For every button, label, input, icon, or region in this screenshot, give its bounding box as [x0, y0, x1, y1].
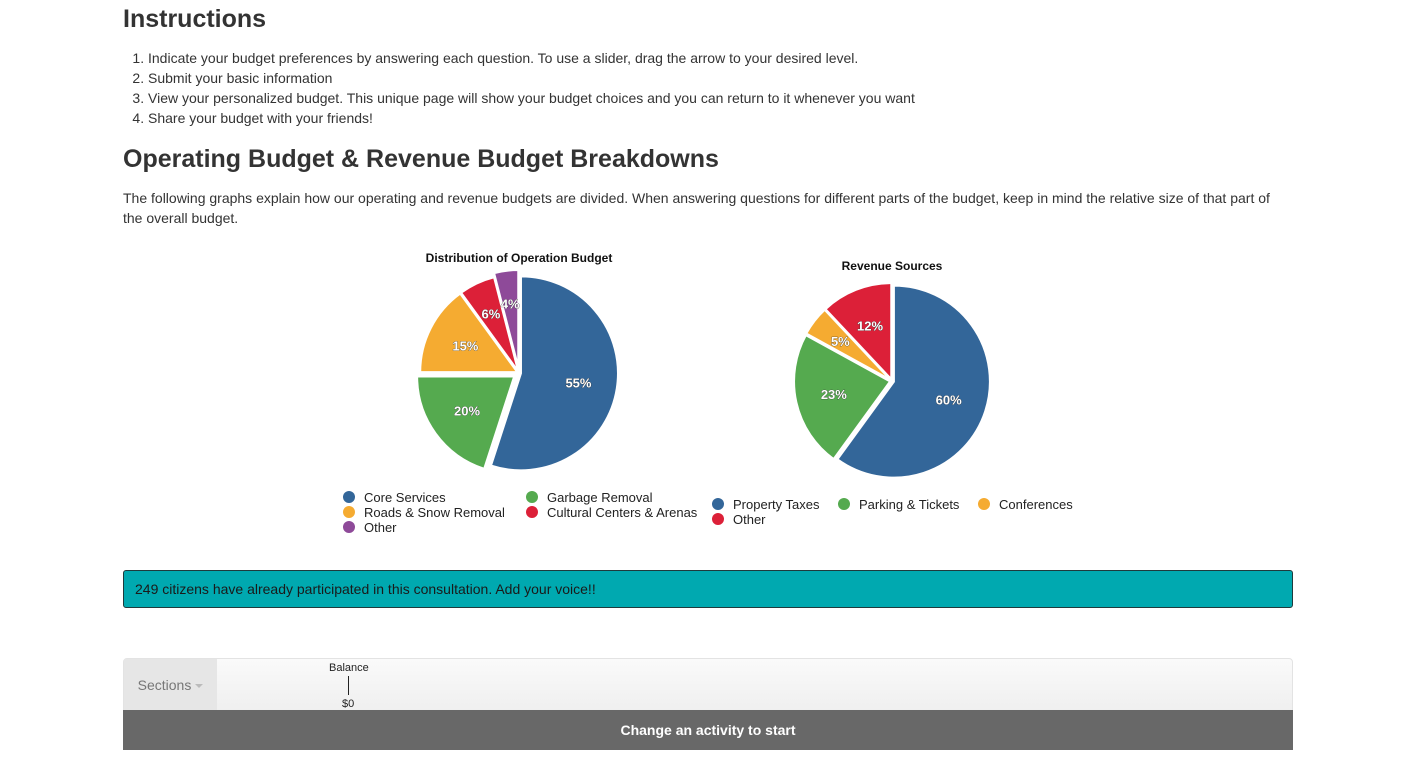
pie-data-label: 6%: [481, 306, 500, 321]
pie-data-label: 15%: [452, 339, 478, 354]
legend-dot-icon: [712, 513, 724, 525]
legend-label: Other: [364, 520, 397, 535]
pie-operating: 55% 20% 15% 6%4%: [416, 269, 619, 472]
pie-slice-cultural-centers-and-arenas: [459, 276, 520, 372]
legend-label: Roads & Snow Removal: [364, 505, 505, 520]
legend-label: Core Services: [364, 490, 446, 505]
legend-label: Garbage Removal: [547, 490, 653, 505]
instructions-list: Indicate your budget preferences by answ…: [123, 48, 915, 128]
legend-item-conferences[interactable]: Conferences: [978, 497, 1073, 512]
pie-data-label: 60%: [936, 392, 962, 407]
pie-data-label: 20%: [454, 404, 480, 419]
pie-slice-property-taxes: [836, 284, 991, 479]
pie-data-label: 12%: [857, 319, 883, 334]
charts-svg: Distribution of Operation Budget Revenue…: [416, 251, 991, 479]
breakdown-intro: The following graphs explain how our ope…: [123, 190, 1270, 226]
legend-dot-icon: [712, 498, 724, 510]
chart-title-operating: Distribution of Operation Budget: [426, 251, 613, 265]
legend-dot-icon: [838, 498, 850, 510]
legend-dot-icon: [526, 506, 538, 518]
legend-item-garbage-removal[interactable]: Garbage Removal: [526, 490, 653, 505]
legend-item-parking-and-tickets[interactable]: Parking & Tickets: [838, 497, 959, 512]
pie-slice-conferences: [804, 308, 892, 381]
sections-dropdown-button[interactable]: Sections: [124, 659, 217, 711]
instruction-step: View your personalized budget. This uniq…: [148, 88, 915, 108]
start-activity-label: Change an activity to start: [620, 722, 796, 738]
legend-operating: Core Services Garbage Removal Roads & Snow…: [343, 490, 713, 540]
pie-slice-core-services: [489, 275, 619, 472]
legend-dot-icon: [343, 491, 355, 503]
legend-item-property-taxes[interactable]: Property Taxes: [712, 497, 819, 512]
pie-data-label: 23%: [821, 387, 847, 402]
instructions-title: Instructions: [123, 5, 267, 33]
legend-label: Other: [733, 512, 766, 527]
pie-data-label: 5%: [831, 334, 850, 349]
instruction-step: Indicate your budget preferences by answ…: [148, 48, 915, 68]
pie-revenue: 60% 23% 5% 12%: [793, 282, 991, 479]
legend-item-other[interactable]: Other: [712, 512, 766, 527]
sections-label: Sections: [137, 677, 192, 693]
legend-dot-icon: [978, 498, 990, 510]
participation-text: 249 citizens have already participated i…: [135, 581, 596, 597]
pie-slice-parking-and-tickets: [793, 333, 892, 461]
pie-slice-roads-and-snow-removal: [419, 292, 520, 374]
balance-value: $0: [342, 698, 355, 710]
budget-navbar: Sections Balance $0: [123, 658, 1293, 712]
balance-label: Balance: [329, 662, 369, 674]
legend-dot-icon: [526, 491, 538, 503]
legend-dot-icon: [343, 521, 355, 533]
pie-slice-garbage-removal: [416, 375, 516, 471]
breakdown-title: Operating Budget & Revenue Budget Breakd…: [123, 145, 719, 173]
legend-label: Parking & Tickets: [859, 497, 960, 512]
caret-down-icon: [195, 684, 204, 689]
legend-label: Conferences: [999, 497, 1073, 512]
pie-data-label: 4%: [501, 297, 520, 312]
chart-title-revenue: Revenue Sources: [842, 259, 943, 273]
pie-slice-other: [492, 269, 520, 368]
legend-item-core-services[interactable]: Core Services: [343, 490, 446, 505]
instruction-step: Submit your basic information: [148, 68, 915, 88]
pie-data-label: 55%: [565, 375, 591, 390]
balance-indicator: [348, 676, 349, 695]
pie-slice-other: [824, 282, 893, 382]
legend-item-other[interactable]: Other: [343, 520, 397, 535]
legend-item-roads-and-snow-removal[interactable]: Roads & Snow Removal: [343, 505, 505, 520]
participation-callout: 249 citizens have already participated i…: [123, 570, 1293, 608]
legend-label: Property Taxes: [733, 497, 820, 512]
legend-revenue: Property Taxes Parking & Tickets Conferenc…: [712, 497, 1092, 533]
instruction-step: Share your budget with your friends!: [148, 108, 915, 128]
legend-item-cultural-centers-and-arenas[interactable]: Cultural Centers & Arenas: [526, 505, 697, 520]
legend-dot-icon: [343, 506, 355, 518]
legend-label: Cultural Centers & Arenas: [547, 505, 698, 520]
start-activity-bar[interactable]: Change an activity to start: [123, 710, 1293, 750]
